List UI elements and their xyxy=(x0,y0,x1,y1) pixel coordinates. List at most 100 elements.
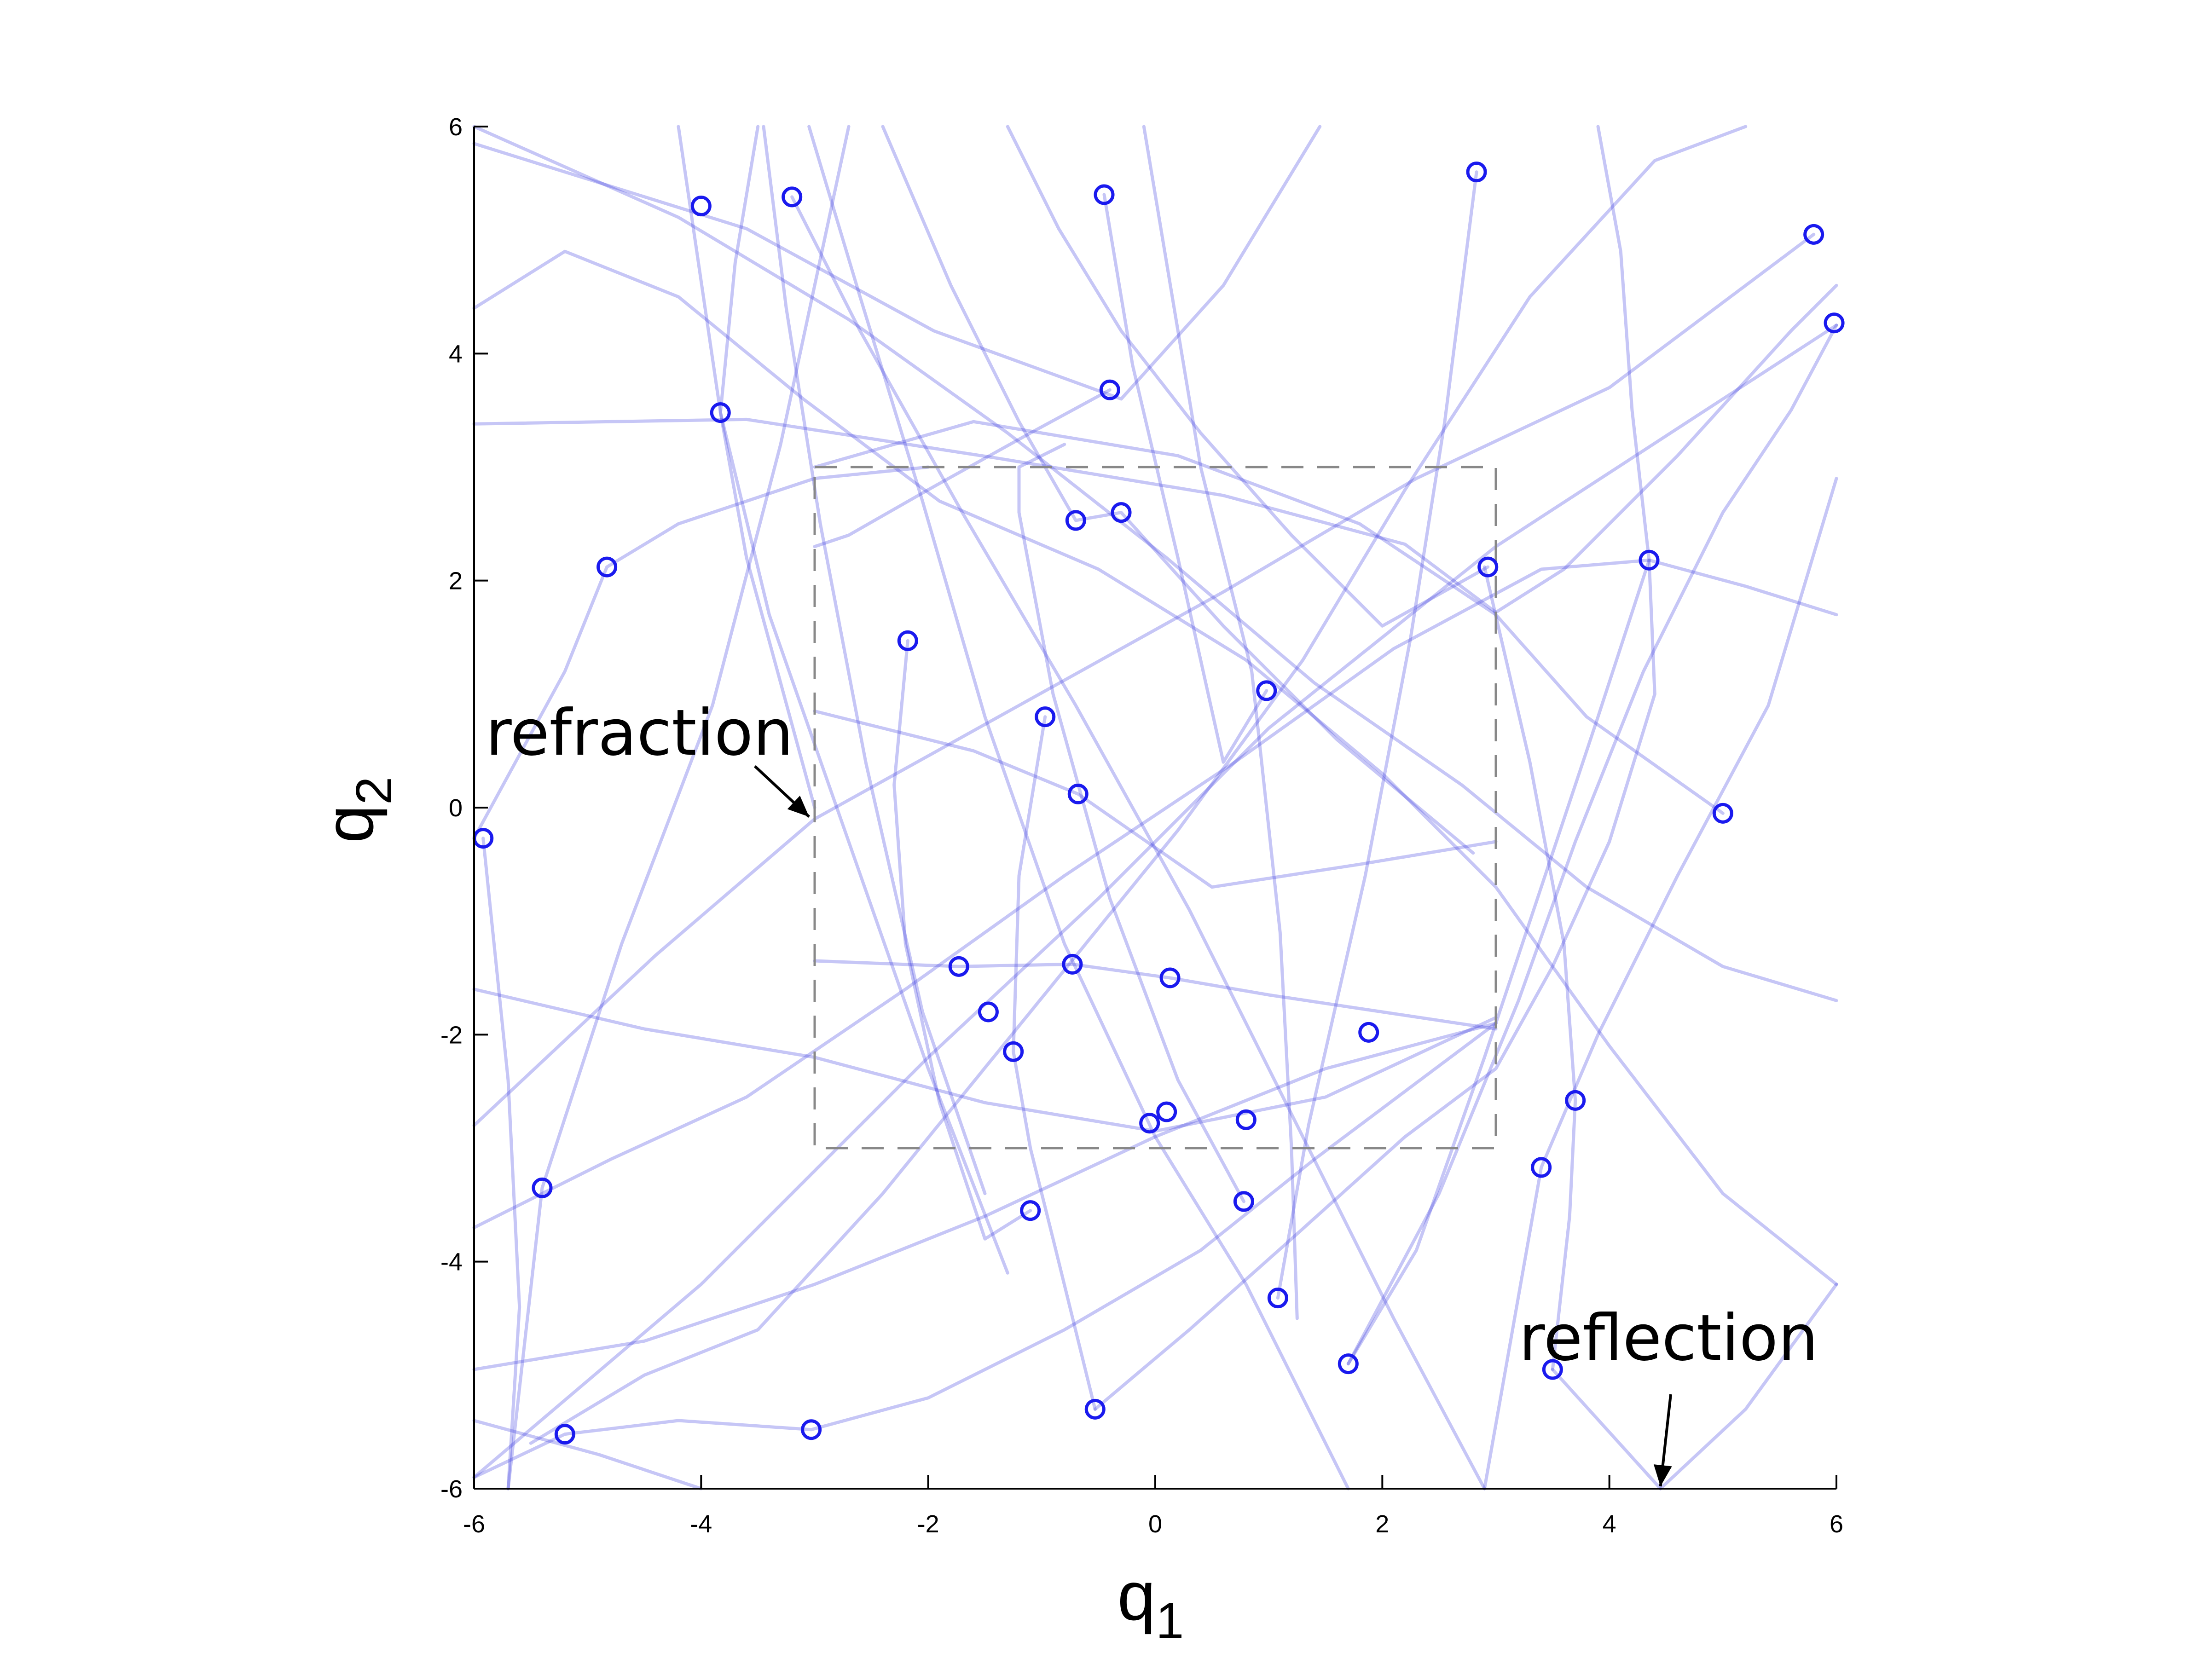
data-point-13 xyxy=(897,630,918,651)
trajectory-line-19 xyxy=(1346,558,1651,1366)
data-point-25 xyxy=(1565,1090,1586,1111)
x-axis-label: q1 xyxy=(1118,1557,1184,1649)
trajectory-line-14 xyxy=(472,988,1498,1133)
x-tick-label-6: 6 xyxy=(1830,1510,1843,1538)
x-axis-label-main: q xyxy=(1118,1557,1156,1635)
trajectory-line-12 xyxy=(1142,125,1299,1320)
trajectory-line-28 xyxy=(1017,443,1245,1203)
trajectory-line-32 xyxy=(481,837,521,1490)
y-tick-label-4: 2 xyxy=(449,567,463,595)
data-point-8 xyxy=(596,556,618,578)
trajectory-line-4 xyxy=(506,125,851,1490)
data-point-0 xyxy=(690,196,712,217)
data-point-1 xyxy=(782,186,803,208)
data-point-27 xyxy=(1139,1113,1160,1134)
refraction-annotation: refraction xyxy=(486,696,793,770)
x-tick-label-3: 0 xyxy=(1148,1510,1162,1538)
reflection-annotation: reflection xyxy=(1519,1301,1818,1375)
data-point-14 xyxy=(1035,706,1056,728)
inner-region-rect xyxy=(813,466,1497,1150)
annotation-arrows xyxy=(753,765,1672,1487)
y-axis-label-main: q xyxy=(310,805,388,843)
data-point-38 xyxy=(1084,1398,1106,1420)
data-point-28 xyxy=(1235,1109,1257,1130)
reflection-arrow xyxy=(1653,1394,1672,1487)
data-point-29 xyxy=(532,1177,553,1198)
x-tick-label-0: -6 xyxy=(463,1510,485,1538)
data-point-36 xyxy=(554,1424,575,1445)
data-point-5 xyxy=(1824,312,1845,334)
trajectory-line-18 xyxy=(1093,125,1656,1411)
tick-labels: -6 -4 -2 0 2 4 6 -6 -4 -2 0 2 4 6 xyxy=(440,113,1843,1538)
data-point-12 xyxy=(1639,549,1660,571)
x-tick-label-5: 4 xyxy=(1603,1510,1616,1538)
y-tick-label-5: 4 xyxy=(449,340,463,368)
data-point-6 xyxy=(710,402,731,423)
trajectory-line-9 xyxy=(762,125,987,1196)
trajectory-line-27 xyxy=(472,1022,1498,1479)
data-point-11 xyxy=(1477,556,1499,578)
data-point-19 xyxy=(948,956,969,977)
inner-region-box xyxy=(813,466,1497,1150)
data-point-4 xyxy=(1803,224,1824,245)
data-point-10 xyxy=(1111,502,1132,523)
y-tick-label-0: -6 xyxy=(440,1475,463,1503)
data-point-24 xyxy=(1358,1022,1379,1043)
trajectory-line-20 xyxy=(1482,565,1577,1371)
data-point-2 xyxy=(1094,184,1115,205)
trajectory-line-17 xyxy=(529,125,1748,1445)
trajectory-line-1 xyxy=(472,283,1838,614)
data-point-18 xyxy=(1712,803,1733,824)
y-tick-label-2: -2 xyxy=(440,1021,463,1049)
data-point-20 xyxy=(1062,953,1083,975)
data-point-23 xyxy=(1003,1041,1024,1062)
data-point-31 xyxy=(1020,1200,1041,1221)
trajectory-lines xyxy=(472,125,1838,1490)
data-point-9 xyxy=(1065,510,1086,531)
data-points xyxy=(473,162,1845,1445)
trajectory-line-13 xyxy=(1276,170,1478,1300)
y-axis-label-subscript: 2 xyxy=(346,777,402,805)
x-tick-label-1: -4 xyxy=(690,1510,712,1538)
trajectory-line-37 xyxy=(813,388,1112,549)
trajectory-line-8 xyxy=(677,125,1009,1275)
trajectory-line-21 xyxy=(1346,324,1838,1366)
refraction-arrow-head xyxy=(787,796,809,817)
x-tick-label-2: -2 xyxy=(917,1510,939,1538)
trajectory-line-11 xyxy=(718,125,816,809)
trajectory-line-24 xyxy=(472,465,930,840)
trajectory-line-16 xyxy=(472,558,1838,1230)
trajectory-line-23 xyxy=(1012,715,1097,1411)
data-point-35 xyxy=(1542,1359,1563,1380)
data-point-34 xyxy=(1338,1353,1359,1375)
trajectory-line-36 xyxy=(472,1419,703,1490)
data-point-37 xyxy=(801,1419,822,1440)
data-point-26 xyxy=(1156,1101,1177,1122)
trajectory-line-6 xyxy=(472,232,1816,1127)
trajectory-line-3 xyxy=(472,324,1838,1479)
refraction-arrow xyxy=(753,765,811,818)
trajectory-line-25 xyxy=(813,959,1498,1031)
data-point-30 xyxy=(1531,1157,1552,1178)
data-point-21 xyxy=(1159,967,1181,988)
data-point-16 xyxy=(1067,783,1089,804)
trajectory-line-35 xyxy=(881,125,1475,855)
trajectory-line-29 xyxy=(1659,1282,1838,1490)
trajectory-line-7 xyxy=(472,125,1838,1002)
data-point-3 xyxy=(1466,162,1487,183)
trajectory-line-31 xyxy=(1482,477,1838,1490)
y-axis-label: q2 xyxy=(310,777,402,843)
reflection-arrow-head xyxy=(1653,1464,1672,1486)
trajectory-line-30 xyxy=(1551,1368,1662,1490)
trajectory-line-2 xyxy=(472,249,1838,1286)
trajectory-line-38 xyxy=(1006,125,1490,628)
trajectory-line-10 xyxy=(807,125,1350,1490)
y-tick-label-1: -4 xyxy=(440,1248,463,1276)
trajectory-line-34 xyxy=(790,195,1486,1490)
trajectory-line-26 xyxy=(813,709,1498,889)
axes xyxy=(473,126,1837,1490)
y-tick-label-6: 6 xyxy=(449,113,463,141)
data-point-15 xyxy=(1256,680,1277,701)
